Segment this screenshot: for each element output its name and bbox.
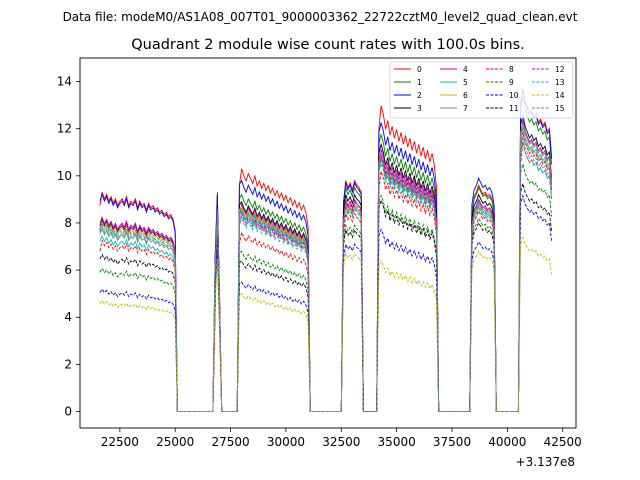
x-tick-label: 40000	[488, 435, 526, 449]
legend-label: 13	[555, 78, 565, 87]
y-tick-label: 2	[64, 357, 72, 371]
x-tick-label: 25000	[156, 435, 194, 449]
legend-label: 11	[509, 104, 519, 113]
y-tick-label: 12	[57, 122, 72, 136]
figure-suptitle: Data file: modeM0/AS1A08_007T01_90000033…	[63, 10, 578, 24]
y-tick-label: 0	[64, 405, 72, 419]
x-offset-label: +3.137e8	[516, 455, 575, 469]
x-tick-label: 32500	[322, 435, 360, 449]
legend-label: 15	[555, 104, 565, 113]
plot-frame	[79, 57, 577, 429]
y-tick-label: 4	[64, 310, 72, 324]
legend-frame	[389, 61, 574, 119]
legend-label: 6	[463, 91, 468, 100]
legend-label: 4	[463, 65, 468, 74]
y-tick-label: 10	[57, 169, 72, 183]
legend-label: 7	[463, 104, 468, 113]
legend-label: 1	[417, 78, 422, 87]
legend-label: 5	[463, 78, 468, 87]
series-layer	[99, 87, 553, 412]
x-tick-label: 37500	[433, 435, 471, 449]
y-tick-label: 14	[57, 75, 72, 89]
legend-label: 14	[555, 91, 565, 100]
y-tick-label: 8	[64, 216, 72, 230]
legend-label: 9	[509, 78, 514, 87]
x-tick-label: 22500	[101, 435, 139, 449]
y-axis: 0 2 4 6 8 10 12 14	[57, 75, 80, 419]
legend-label: 0	[417, 65, 422, 74]
x-tick-label: 35000	[378, 435, 416, 449]
legend-label: 3	[417, 104, 422, 113]
series-line-14	[99, 236, 553, 412]
x-tick-label: 27500	[211, 435, 249, 449]
legend-label: 2	[417, 91, 422, 100]
x-tick-label: 30000	[267, 435, 305, 449]
legend-label: 12	[555, 65, 565, 74]
legend-label: 10	[509, 91, 519, 100]
x-tick-label: 42500	[544, 435, 582, 449]
x-axis: 22500 25000 27500 30000 32500 35000 37500 40000…	[101, 428, 582, 449]
chart-title: Quadrant 2 module wise count rates with …	[131, 37, 525, 53]
legend-label: 8	[509, 65, 514, 74]
y-tick-label: 6	[64, 263, 72, 277]
